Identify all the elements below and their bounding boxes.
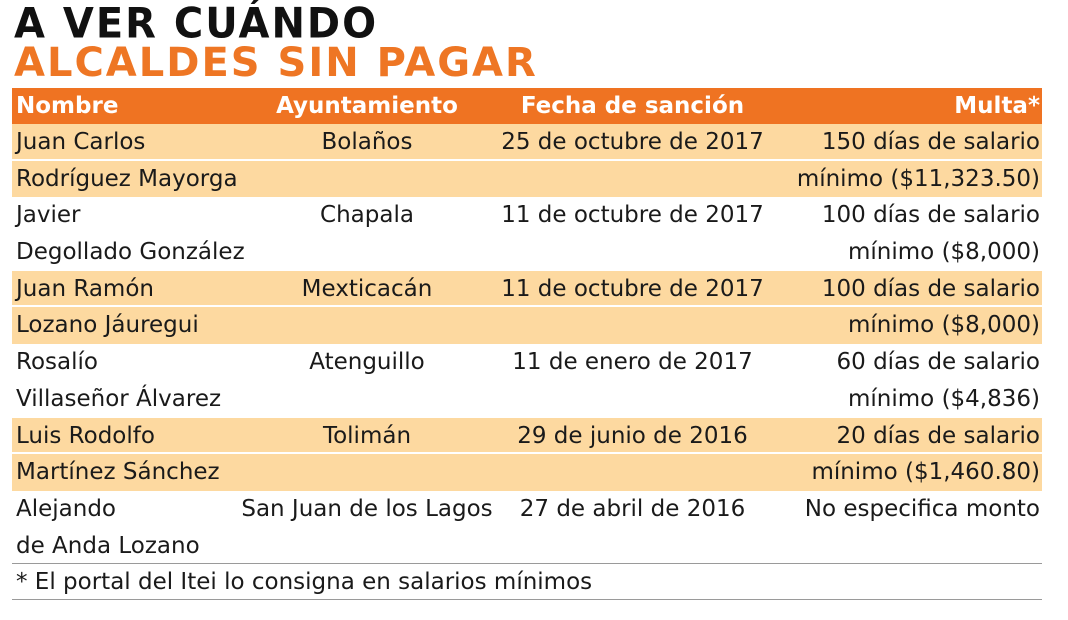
cell-multa: 20 días de salario	[836, 422, 1041, 449]
cell-nombre: Javier	[16, 202, 81, 229]
cell-nombre: Degollado González	[16, 239, 245, 266]
headline-line-1: A VER CUÁNDO	[14, 0, 379, 49]
cell-fecha: 11 de octubre de 2017	[501, 275, 764, 302]
cell-multa: mínimo ($1,460.80)	[811, 459, 1040, 486]
cell-ayuntamiento: Chapala	[320, 202, 414, 229]
table-row-continued: Rodríguez Mayorga mínimo ($11,323.50)	[12, 160, 1042, 198]
cell-nombre: Lozano Jáuregui	[16, 312, 199, 339]
headline-line-2: ALCALDES SIN PAGAR	[14, 40, 538, 86]
cell-fecha: 25 de octubre de 2017	[501, 129, 764, 155]
cell-nombre: Juan Carlos	[16, 129, 146, 155]
cell-ayuntamiento: Bolaños	[321, 129, 413, 155]
table-row: Juan Carlos Bolaños 25 de octubre de 201…	[12, 124, 1042, 161]
cell-ayuntamiento: Atenguillo	[309, 349, 425, 376]
headline: A VER CUÁNDO ALCALDES SIN PAGAR	[14, 2, 1054, 84]
table-row: Rosalío Atenguillo 11 de enero de 2017 6…	[12, 344, 1042, 381]
cell-multa: 150 días de salario	[821, 129, 1040, 155]
cell-fecha: 27 de abril de 2016	[519, 495, 746, 522]
cell-multa: mínimo ($8,000)	[848, 239, 1040, 266]
cell-multa: 60 días de salario	[836, 349, 1041, 376]
cell-nombre: Juan Ramón	[16, 275, 154, 302]
cell-multa: mínimo ($11,323.50)	[796, 165, 1040, 192]
table-row: Juan Ramón Mexticacán 11 de octubre de 2…	[12, 270, 1042, 308]
cell-nombre: Martínez Sánchez	[16, 459, 220, 486]
cell-fecha: 11 de enero de 2017	[512, 349, 753, 376]
cell-multa: mínimo ($4,836)	[848, 385, 1040, 412]
cell-ayuntamiento: Tolimán	[322, 422, 412, 449]
table-header-row: Nombre Ayuntamiento Fecha de sanción Mul…	[12, 88, 1042, 124]
cell-multa: 100 días de salario	[821, 275, 1040, 302]
cell-multa: 100 días de salario	[821, 202, 1040, 229]
cell-nombre: Rosalío	[16, 349, 98, 376]
cell-ayuntamiento: Mexticacán	[301, 275, 433, 302]
header-fecha: Fecha de sanción	[520, 93, 745, 119]
cell-multa: No especifica monto	[804, 495, 1040, 522]
footnote: * El portal del Itei lo consigna en sala…	[16, 569, 593, 595]
header-multa: Multa*	[954, 93, 1040, 119]
table-row: Alejando San Juan de los Lagos 27 de abr…	[12, 491, 1042, 528]
header-nombre: Nombre	[16, 93, 119, 119]
table-row-continued: Lozano Jáuregui mínimo ($8,000)	[12, 307, 1042, 345]
cell-nombre: Rodríguez Mayorga	[16, 165, 238, 192]
cell-nombre: Alejando	[16, 495, 117, 522]
cell-nombre: Luis Rodolfo	[16, 422, 155, 449]
cell-ayuntamiento: San Juan de los Lagos	[241, 495, 493, 522]
cell-fecha: 11 de octubre de 2017	[501, 202, 764, 229]
cell-nombre: de Anda Lozano	[16, 532, 200, 559]
table-row-continued: de Anda Lozano	[12, 528, 1042, 565]
table-row: Luis Rodolfo Tolimán 29 de junio de 2016…	[12, 417, 1042, 455]
cell-nombre: Villaseñor Álvarez	[16, 385, 222, 412]
cell-fecha: 29 de junio de 2016	[517, 422, 748, 449]
table-row-continued: Degollado González mínimo ($8,000)	[12, 234, 1042, 271]
table-row-continued: Villaseñor Álvarez mínimo ($4,836)	[12, 381, 1042, 418]
cell-multa: mínimo ($8,000)	[848, 312, 1040, 339]
table-row-continued: Martínez Sánchez mínimo ($1,460.80)	[12, 454, 1042, 491]
header-ayuntamiento: Ayuntamiento	[276, 93, 458, 119]
divider-top	[12, 563, 1042, 564]
divider-bottom	[12, 599, 1042, 600]
sanctions-table: Nombre Ayuntamiento Fecha de sanción Mul…	[12, 88, 1042, 564]
table-row: Javier Chapala 11 de octubre de 2017 100…	[12, 197, 1042, 234]
